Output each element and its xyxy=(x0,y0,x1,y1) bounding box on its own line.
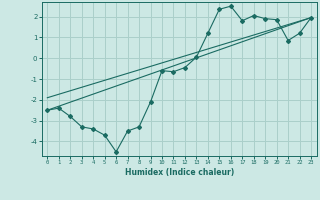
X-axis label: Humidex (Indice chaleur): Humidex (Indice chaleur) xyxy=(124,168,234,177)
